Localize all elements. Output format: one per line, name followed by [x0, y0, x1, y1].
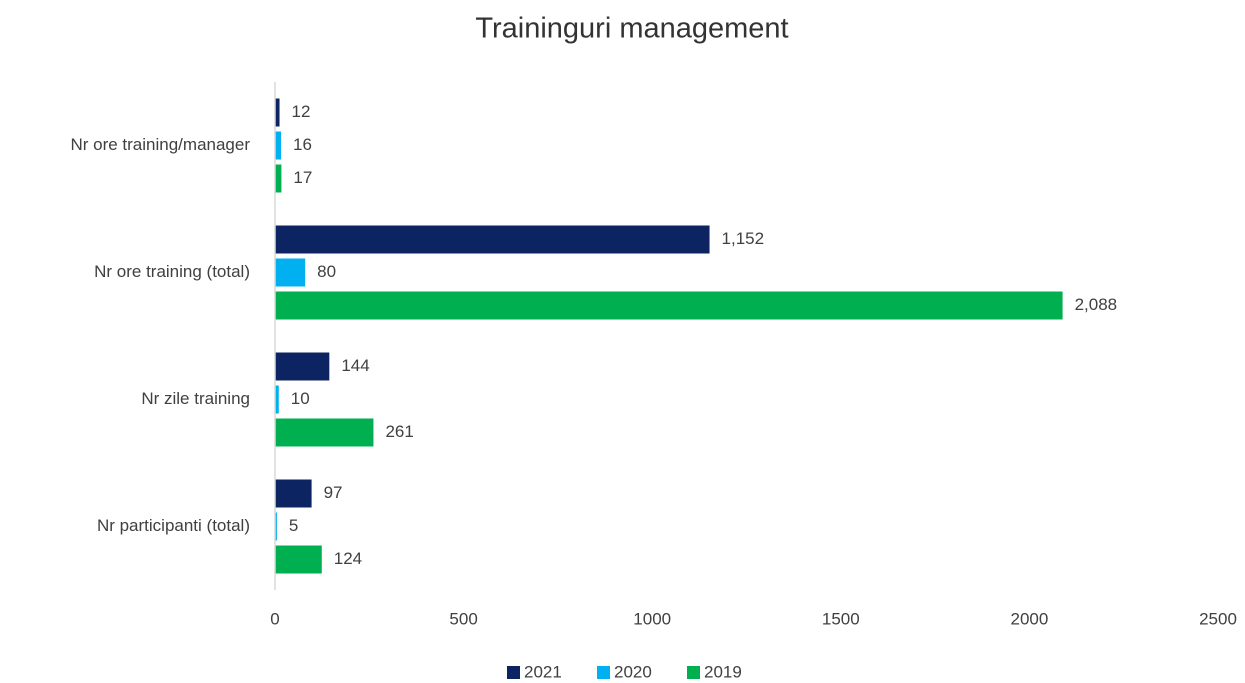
x-tick-label: 1500 — [822, 609, 860, 628]
data-label: 16 — [293, 135, 312, 154]
data-label: 12 — [292, 102, 311, 121]
bar — [275, 385, 279, 414]
y-tick-label: Nr ore training (total) — [94, 262, 250, 281]
x-tick-label: 0 — [270, 609, 279, 628]
data-label: 124 — [334, 549, 362, 568]
bar — [275, 258, 306, 287]
bar — [275, 418, 374, 447]
bar — [275, 352, 330, 381]
bar — [275, 131, 282, 160]
x-tick-label: 2500 — [1199, 609, 1237, 628]
bar — [275, 512, 277, 541]
data-label: 10 — [291, 389, 310, 408]
bar — [275, 225, 710, 254]
legend-label: 2020 — [614, 662, 652, 681]
bar — [275, 164, 282, 193]
legend-label: 2021 — [524, 662, 562, 681]
legend-swatch — [687, 666, 700, 679]
y-tick-label: Nr participanti (total) — [97, 516, 250, 535]
data-label: 261 — [385, 422, 413, 441]
legend-swatch — [507, 666, 520, 679]
data-label: 144 — [341, 356, 369, 375]
data-label: 80 — [317, 262, 336, 281]
x-tick-label: 1000 — [633, 609, 671, 628]
bar — [275, 479, 312, 508]
data-label: 1,152 — [722, 229, 765, 248]
bar — [275, 291, 1063, 320]
chart-title: Traininguri management — [475, 13, 788, 45]
x-tick-label: 500 — [449, 609, 477, 628]
data-label: 17 — [293, 168, 312, 187]
bar — [275, 98, 280, 127]
data-label: 97 — [324, 483, 343, 502]
legend-label: 2019 — [704, 662, 742, 681]
data-label: 2,088 — [1075, 295, 1118, 314]
x-tick-label: 2000 — [1010, 609, 1048, 628]
y-tick-label: Nr ore training/manager — [70, 135, 250, 154]
data-label: 5 — [289, 516, 298, 535]
y-tick-label: Nr zile training — [141, 389, 250, 408]
bar — [275, 545, 322, 574]
legend-swatch — [597, 666, 610, 679]
